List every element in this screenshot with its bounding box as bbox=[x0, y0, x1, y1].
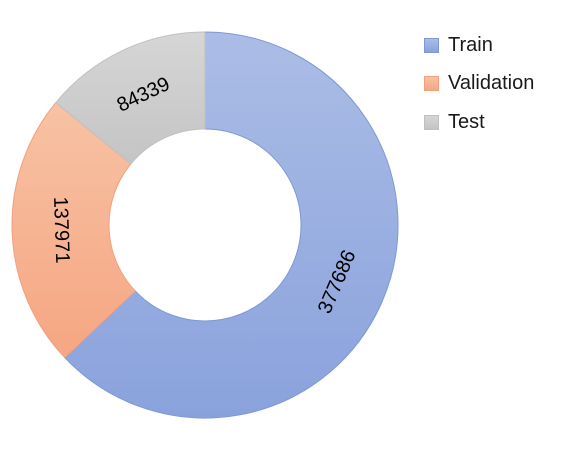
slice-validation bbox=[11, 101, 136, 359]
legend-item-test: Test bbox=[424, 103, 534, 142]
legend-item-validation: Validation bbox=[424, 65, 534, 104]
data-label-validation: 137971 bbox=[49, 196, 73, 263]
legend-label-test: Test bbox=[448, 110, 485, 133]
legend-label-train: Train bbox=[448, 33, 493, 56]
legend-label-validation: Validation bbox=[448, 72, 535, 95]
slice-test bbox=[55, 31, 206, 165]
slice-train bbox=[64, 31, 399, 419]
legend-item-train: Train bbox=[424, 26, 534, 65]
legend-swatch-validation bbox=[424, 76, 439, 92]
legend-swatch-test bbox=[424, 114, 439, 130]
legend-swatch-train bbox=[424, 37, 439, 53]
legend: Train Validation Test bbox=[424, 26, 534, 142]
donut-slices bbox=[11, 31, 399, 419]
